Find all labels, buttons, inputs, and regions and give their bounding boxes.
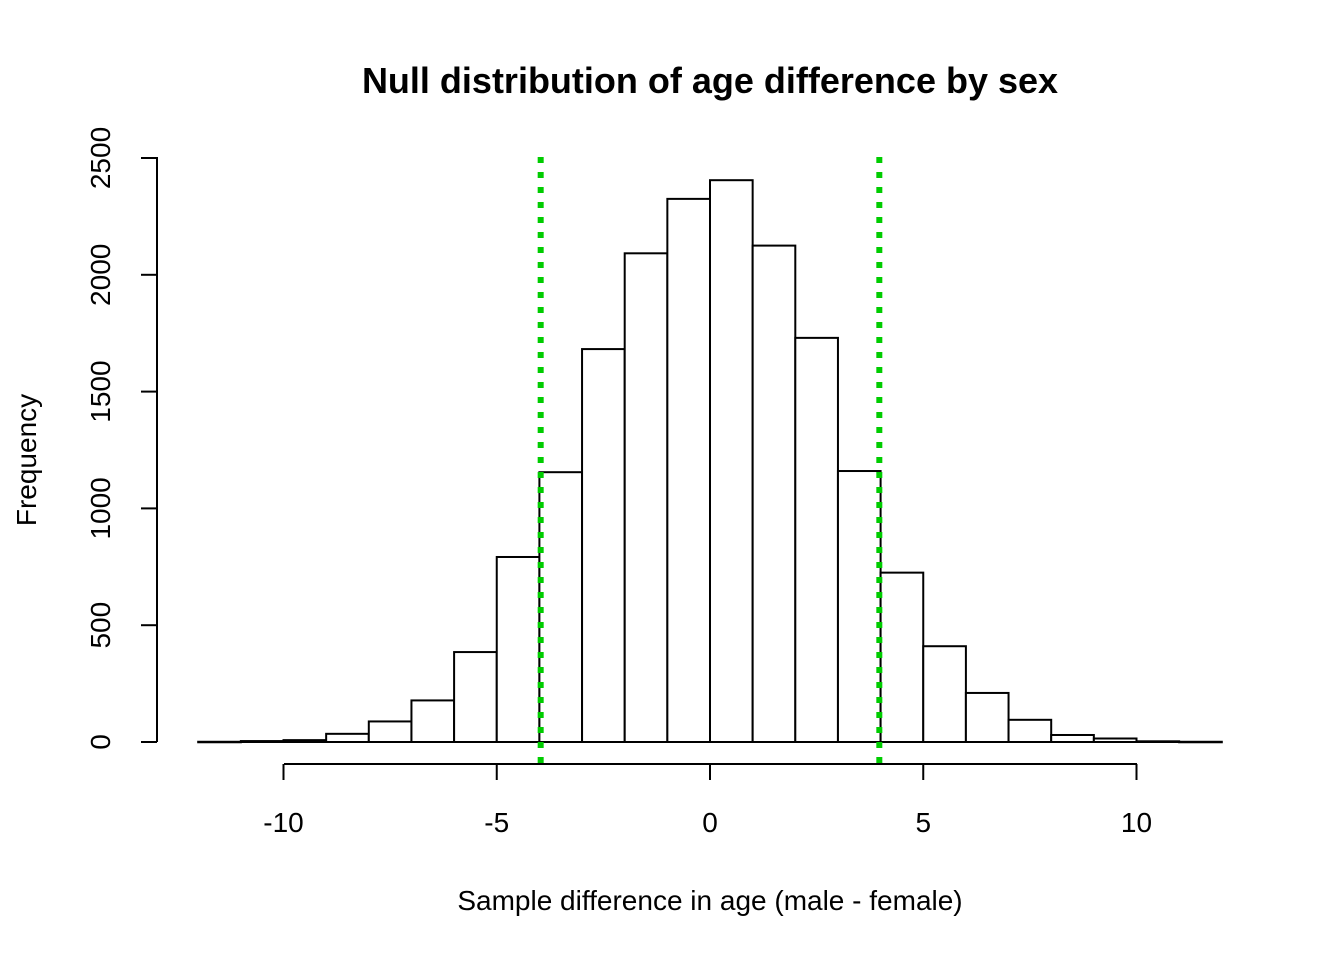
x-axis: -10 -5 0 5 10: [263, 763, 1152, 838]
histogram-bar: [495, 555, 541, 743]
y-tick-label: 500: [85, 602, 116, 649]
y-tick-label: 1000: [85, 477, 116, 539]
histogram-bar: [581, 348, 626, 743]
x-tick-label: 0: [702, 807, 718, 838]
histogram-bar: [922, 645, 967, 743]
y-tick-label: 2500: [85, 127, 116, 189]
x-tick-label: 5: [915, 807, 931, 838]
y-axis-label: Frequency: [11, 394, 42, 526]
histogram-bar: [410, 699, 456, 743]
y-tick-label: 0: [85, 734, 116, 750]
x-tick-label: -10: [263, 807, 303, 838]
y-tick-label: 2000: [85, 244, 116, 306]
histogram-bar: [794, 336, 839, 743]
y-tick-label: 1500: [85, 360, 116, 422]
histogram-bar: [709, 179, 754, 743]
histogram-bar: [1050, 733, 1095, 744]
x-tick-label: -5: [484, 807, 509, 838]
histogram-bar: [453, 651, 498, 744]
histogram-bars: [197, 179, 1223, 744]
histogram-bar: [367, 720, 413, 743]
histogram-bar: [751, 244, 797, 743]
reference-lines: [537, 157, 883, 764]
histogram-bar: [538, 471, 584, 743]
x-tick-label: 10: [1121, 807, 1152, 838]
histogram-bar: [623, 252, 669, 743]
histogram-bar: [666, 197, 711, 743]
y-axis: 0 500 1000 1500 2000 2500: [85, 127, 158, 750]
histogram-bar: [964, 691, 1010, 743]
histogram-bar: [836, 470, 882, 743]
chart-title: Null distribution of age difference by s…: [362, 60, 1058, 101]
histogram-bar: [879, 571, 925, 744]
histogram-bar: [325, 732, 370, 743]
x-axis-label: Sample difference in age (male - female): [457, 885, 962, 916]
histogram-bar: [1007, 718, 1053, 743]
